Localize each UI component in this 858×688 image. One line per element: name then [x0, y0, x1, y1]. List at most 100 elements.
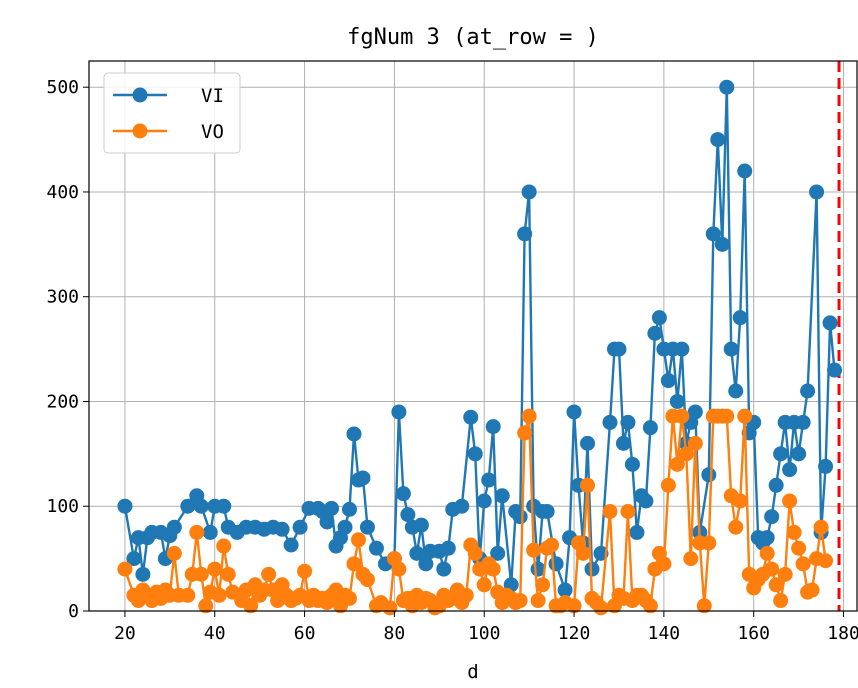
- data-point-vi: [647, 325, 663, 341]
- data-point-vo: [620, 503, 636, 519]
- data-point-vi: [714, 236, 730, 252]
- data-point-vi: [283, 537, 299, 553]
- legend-marker-vo: [132, 123, 148, 139]
- data-point-vi: [117, 498, 133, 514]
- axis-ticks: 20 40 60 80 100 120 140 160 180 0 100 200 300 400 500: [46, 77, 858, 644]
- data-point-vo: [243, 598, 259, 614]
- legend-label-vi: VI: [201, 85, 224, 107]
- data-point-vi: [521, 184, 537, 200]
- x-tick-label: 180: [827, 623, 858, 644]
- data-point-vo: [777, 566, 793, 582]
- data-point-vo: [683, 551, 699, 567]
- y-tick-label: 300: [46, 287, 79, 308]
- data-point-vo: [198, 598, 214, 614]
- data-point-vo: [211, 587, 227, 603]
- data-point-vo: [220, 566, 236, 582]
- data-point-vo: [818, 553, 834, 569]
- data-point-vi: [166, 519, 182, 535]
- x-tick-label: 100: [468, 623, 501, 644]
- y-tick-label: 0: [68, 601, 79, 622]
- data-point-vo: [530, 593, 546, 609]
- data-point-vo: [580, 477, 596, 493]
- data-point-vi: [822, 315, 838, 331]
- data-point-vi: [773, 446, 789, 462]
- data-point-vi: [791, 446, 807, 462]
- data-point-vi: [274, 521, 290, 537]
- x-tick-label: 20: [114, 623, 136, 644]
- data-point-vi: [669, 393, 685, 409]
- data-point-vo: [737, 408, 753, 424]
- data-point-vo: [207, 561, 223, 577]
- data-point-vi: [737, 163, 753, 179]
- data-point-vo: [521, 408, 537, 424]
- data-point-vo: [669, 456, 685, 472]
- data-point-vo: [795, 556, 811, 572]
- data-point-vo: [350, 532, 366, 548]
- data-point-vi: [391, 404, 407, 420]
- data-point-vi: [611, 341, 627, 357]
- data-point-vo: [193, 566, 209, 582]
- data-point-vi: [687, 404, 703, 420]
- data-point-vi: [548, 556, 564, 572]
- data-point-vi: [413, 517, 429, 533]
- data-point-vo: [485, 561, 501, 577]
- plot-frame: [88, 60, 858, 612]
- data-point-vi: [629, 524, 645, 540]
- data-point-vi: [705, 226, 721, 242]
- data-point-vo: [773, 593, 789, 609]
- data-point-vi: [764, 509, 780, 525]
- data-point-vi: [463, 409, 479, 425]
- data-point-vo: [458, 587, 474, 603]
- data-point-vi: [795, 414, 811, 430]
- chart-title: fgNum 3 (at_row = ): [347, 25, 599, 50]
- legend: VI VO: [103, 72, 241, 154]
- data-point-vi: [359, 519, 375, 535]
- data-point-vo: [166, 545, 182, 561]
- data-point-vi: [615, 435, 631, 451]
- data-point-vi: [620, 414, 636, 430]
- data-point-vo: [642, 598, 658, 614]
- data-point-vo: [764, 561, 780, 577]
- data-point-vo: [391, 561, 407, 577]
- data-point-vi: [481, 472, 497, 488]
- data-point-vo: [593, 600, 609, 616]
- data-point-vi: [467, 446, 483, 462]
- data-point-vo: [813, 519, 829, 535]
- data-point-vo: [476, 577, 492, 593]
- data-point-vi: [651, 310, 667, 326]
- data-point-vo: [602, 503, 618, 519]
- data-point-vi: [135, 566, 151, 582]
- data-point-vo: [719, 408, 735, 424]
- data-point-vi: [126, 551, 142, 567]
- data-point-vo: [297, 563, 313, 579]
- data-point-vi: [719, 79, 735, 95]
- data-point-vi: [732, 310, 748, 326]
- data-point-vi: [346, 426, 362, 442]
- data-point-vi: [512, 509, 528, 525]
- data-point-vi: [202, 524, 218, 540]
- y-tick-label: 100: [46, 496, 79, 517]
- data-point-vo: [687, 435, 703, 451]
- data-point-vo: [261, 566, 277, 582]
- data-point-vi: [216, 498, 232, 514]
- data-point-vi: [418, 556, 434, 572]
- data-point-vo: [517, 425, 533, 441]
- data-point-vo: [180, 587, 196, 603]
- data-point-vo: [696, 598, 712, 614]
- data-point-vi: [674, 341, 690, 357]
- data-point-vo: [566, 598, 582, 614]
- data-point-vi: [454, 498, 470, 514]
- data-point-vi: [638, 493, 654, 509]
- data-point-vi: [710, 132, 726, 148]
- data-point-vo: [732, 493, 748, 509]
- data-point-vo: [804, 582, 820, 598]
- data-point-vi: [485, 419, 501, 435]
- data-point-vo: [346, 556, 362, 572]
- data-point-vo: [701, 535, 717, 551]
- data-point-vi: [580, 435, 596, 451]
- data-point-vo: [526, 542, 542, 558]
- x-tick-label: 140: [648, 623, 681, 644]
- data-point-vo: [117, 561, 133, 577]
- x-tick-label: 40: [204, 623, 226, 644]
